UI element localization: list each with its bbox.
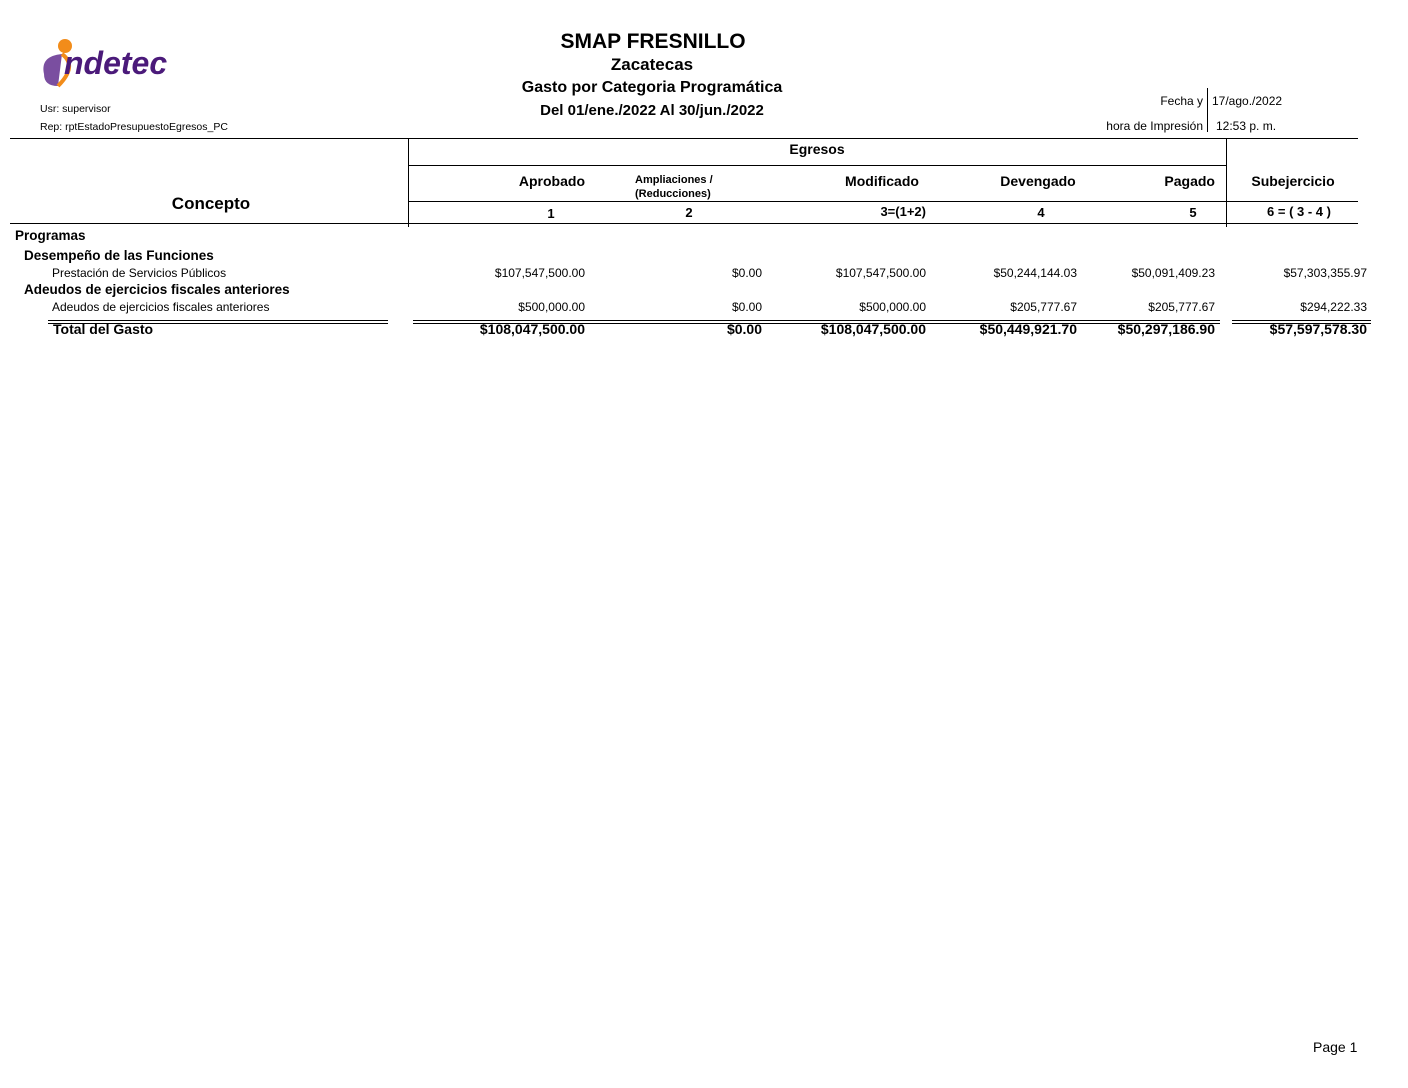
report-title: Gasto por Categoria Programática (521, 79, 783, 96)
fecha-value: 17/ago./2022 (1212, 94, 1283, 108)
divider (408, 201, 1358, 202)
indetec-logo: ndetec (38, 36, 210, 95)
total-value: $50,449,921.70 (979, 321, 1077, 337)
row-value: $205,777.67 (1148, 300, 1215, 314)
col-num-6: 6 = ( 3 - 4 ) (1267, 204, 1331, 219)
row-value: $107,547,500.00 (835, 266, 926, 280)
col-devengado: Devengado (1000, 173, 1076, 189)
user-label: Usr: supervisor (40, 103, 111, 115)
svg-text:ndetec: ndetec (64, 45, 167, 81)
col-ampliaciones: Ampliaciones / (635, 174, 713, 186)
col-modificado: Modificado (845, 173, 919, 189)
row-value: $500,000.00 (859, 300, 926, 314)
col-num-5: 5 (1189, 205, 1197, 220)
page-title: SMAP FRESNILLO (560, 30, 746, 53)
row-value: $0.00 (731, 266, 762, 280)
col-num-3: 3=(1+2) (880, 204, 926, 219)
group-name: Adeudos de ejercicios fiscales anteriore… (24, 282, 290, 297)
divider (1226, 138, 1227, 227)
divider (1207, 88, 1208, 132)
total-label: Total del Gasto (53, 321, 154, 337)
fecha-label: Fecha y (1160, 94, 1203, 108)
divider (408, 138, 409, 227)
col-num-4: 4 (1037, 205, 1045, 220)
row-value: $107,547,500.00 (494, 266, 585, 280)
report-period: Del 01/ene./2022 Al 30/jun./2022 (540, 102, 764, 119)
concepto-header: Concepto (171, 194, 251, 213)
divider (408, 165, 1227, 166)
row-value: $50,244,144.03 (993, 266, 1077, 280)
hora-value: 12:53 p. m. (1216, 119, 1277, 133)
col-subejercicio: Subejercicio (1251, 173, 1335, 189)
group-name: Desempeño de las Funciones (24, 248, 214, 263)
page-number: Page 1 (1313, 1039, 1358, 1055)
col-num-2: 2 (685, 205, 693, 220)
row-value: $0.00 (731, 300, 762, 314)
row-value: $50,091,409.23 (1131, 266, 1215, 280)
row-value: $57,303,355.97 (1283, 266, 1367, 280)
report-id-label: Rep: rptEstadoPresupuestoEgresos_PC (40, 121, 228, 133)
col-reducciones: (Reducciones) (635, 188, 711, 200)
col-num-1: 1 (547, 206, 555, 221)
egresos-header: Egresos (789, 141, 845, 157)
total-value: $0.00 (726, 321, 762, 337)
total-value: $50,297,186.90 (1117, 321, 1215, 337)
col-aprobado: Aprobado (518, 173, 585, 189)
state-name: Zacatecas (610, 55, 694, 74)
total-value: $57,597,578.30 (1269, 321, 1367, 337)
row-value: $500,000.00 (518, 300, 585, 314)
total-value: $108,047,500.00 (820, 321, 926, 337)
row-concepto: Adeudos de ejercicios fiscales anteriore… (52, 300, 270, 314)
hora-label: hora de Impresión (1106, 119, 1203, 133)
section-programas: Programas (15, 228, 86, 243)
col-pagado: Pagado (1164, 173, 1215, 189)
row-value: $294,222.33 (1300, 300, 1367, 314)
total-value: $108,047,500.00 (479, 321, 585, 337)
divider (10, 223, 1358, 224)
divider (10, 138, 1358, 139)
row-concepto: Prestación de Servicios Públicos (52, 266, 227, 280)
row-value: $205,777.67 (1010, 300, 1077, 314)
